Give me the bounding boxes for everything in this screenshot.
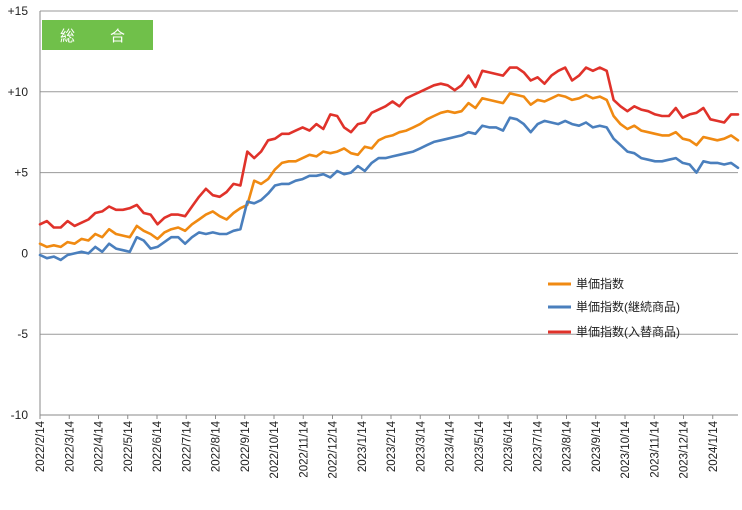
x-tick-label: 2022/4/14	[94, 420, 106, 472]
y-tick-label: +10	[8, 85, 29, 99]
y-tick-label: +15	[8, 4, 29, 18]
legend-label: 単価指数(継続商品)	[576, 299, 680, 314]
x-tick-label: 2022/2/14	[35, 420, 47, 472]
chart-title: 総 合	[42, 20, 153, 50]
y-tick-label: +5	[14, 166, 28, 180]
x-tick-label: 2024/1/14	[708, 420, 720, 472]
x-tick-label: 2023/3/14	[415, 420, 427, 472]
series-line	[38, 116, 740, 262]
x-tick-label: 2023/4/14	[445, 420, 457, 472]
x-tick-label: 2023/1/14	[357, 420, 369, 472]
series-line	[38, 92, 740, 249]
x-tick-labels: 2022/2/14 2022/3/14 2022/4/14 2022/5/14 2022…	[35, 420, 720, 478]
x-tick-label: 2023/2/14	[386, 420, 398, 472]
x-tick-label: 2023/8/14	[562, 420, 574, 472]
x-tick-label: 2022/10/14	[269, 420, 281, 478]
x-tick-label: 2022/5/14	[123, 420, 135, 472]
x-tick-label: 2023/5/14	[474, 420, 486, 472]
gridlines	[40, 10, 738, 335]
x-tick-label: 2022/9/14	[240, 420, 252, 472]
series-lines	[38, 66, 740, 262]
x-tick-label: 2023/9/14	[591, 420, 603, 472]
y-tick-label: -10	[11, 408, 29, 422]
x-tick-label: 2023/11/14	[649, 420, 661, 477]
series-line	[38, 66, 740, 229]
x-tick-label: 2022/3/14	[64, 420, 76, 472]
x-tick-label: 2022/6/14	[152, 420, 164, 472]
x-tick-label: 2023/7/14	[532, 420, 544, 472]
y-tick-labels: +15 +10 +5 0 -5 -10	[8, 4, 29, 422]
x-tick-label: 2022/7/14	[181, 420, 193, 472]
x-tick-label: 2023/12/14	[679, 420, 691, 478]
x-tick-label: 2023/10/14	[620, 420, 632, 478]
legend-label: 単価指数(入替商品)	[576, 324, 680, 339]
x-tick-label: 2022/8/14	[211, 420, 223, 472]
axes	[39, 11, 738, 419]
x-tick-label: 2022/11/14	[298, 420, 310, 477]
legend-label: 単価指数	[576, 276, 624, 291]
y-tick-label: -5	[17, 327, 28, 341]
y-tick-label: 0	[21, 246, 28, 260]
x-tick-label: 2023/6/14	[503, 420, 515, 472]
x-tick-label: 2022/12/14	[328, 420, 340, 478]
